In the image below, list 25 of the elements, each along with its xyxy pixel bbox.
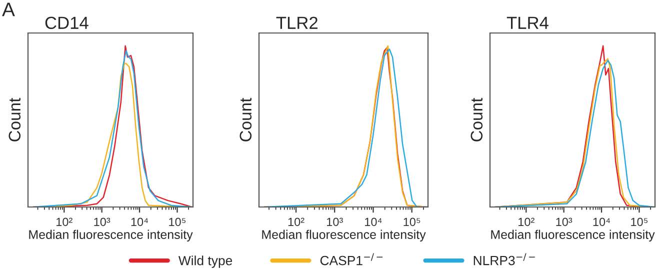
x-tick-label: 10⁵	[631, 218, 648, 226]
x-tick-label: 10⁴	[593, 218, 610, 226]
x-tick-label: 10³	[556, 218, 572, 226]
x-tick-label: 10²	[518, 218, 534, 226]
y-axis-title: Count	[8, 98, 21, 142]
legend-label: NLRP3$^{−/−}$	[474, 253, 535, 266]
x-tick-label: 10²	[288, 218, 304, 226]
x-tick-label: 10⁴	[131, 218, 148, 226]
chart-title: CD14	[45, 16, 88, 30]
chart-title: TLR4	[506, 16, 548, 29]
legend-label: Wild type	[178, 256, 232, 268]
x-tick-label: 10³	[326, 218, 343, 226]
x-tick-label: 10³	[94, 218, 110, 226]
x-tick-label: 10⁵	[404, 218, 420, 226]
chart-title: TLR2	[276, 16, 318, 29]
x-tick-label: 10⁵	[169, 218, 186, 226]
x-axis-title: Median fluorescence intensity	[262, 230, 426, 242]
x-axis-title: Median fluorescence intensity	[29, 230, 193, 242]
y-axis-title: Count	[240, 98, 252, 142]
text: A	[2, 2, 15, 16]
legend-label: CASP1$^{−/−}$	[320, 253, 383, 266]
x-tick-label: 10²	[56, 218, 72, 226]
x-axis-title: Median fluorescence intensity	[491, 230, 655, 242]
y-axis-title: Count	[470, 98, 483, 142]
x-tick-label: 10⁴	[365, 218, 382, 226]
